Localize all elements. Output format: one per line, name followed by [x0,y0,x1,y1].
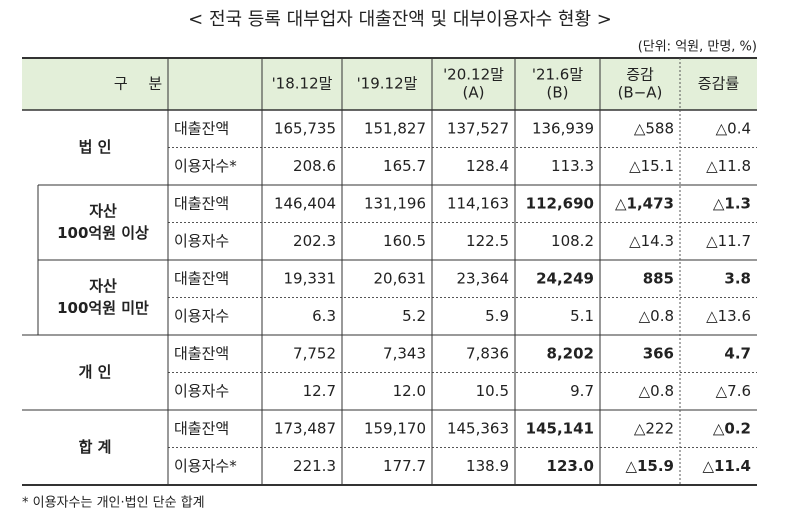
header-cell: 증감률 [698,75,740,93]
row-label: 대출잔액 [174,269,229,287]
cell: △15.1 [629,157,674,175]
header-cell: (A) [463,84,485,102]
row-label: 이용자수 [174,382,229,400]
cell: 160.5 [383,232,426,250]
cell: 5.2 [402,307,426,325]
header-cell: '18.12말 [272,75,333,93]
title: < 전국 등록 대부업자 대출잔액 및 대부이용자수 현황 > [188,9,612,30]
cell: 145,141 [526,419,594,437]
cell: 208.6 [293,157,336,175]
header-cell: 증감 [626,66,654,84]
cell: △11.8 [706,157,751,175]
group-label: 자산 [89,277,117,295]
group-label: 법 인 [79,138,112,156]
footnote: * 이용자수는 개인·법인 단순 합계 [22,496,205,511]
cell: 7,836 [466,344,509,362]
row-label: 대출잔액 [174,194,229,212]
header-bg [22,58,757,110]
header-cell: '21.6말 [532,66,584,84]
cell: 885 [643,269,674,287]
cell: 6.3 [312,307,336,325]
cell: △15.9 [625,457,674,475]
row-label: 이용자수 [174,232,229,250]
header-cell: '19.12말 [357,75,418,93]
group-label: 개 인 [79,363,112,381]
cell: 114,163 [447,194,509,212]
cell: △1.3 [713,194,751,212]
cell: 366 [643,344,674,362]
header-cell: 구 분 [114,75,170,93]
cell: 9.7 [570,382,594,400]
cell: 128.4 [466,157,509,175]
cell: 113.3 [551,157,594,175]
cell: 123.0 [547,457,594,475]
cell: 177.7 [383,457,426,475]
cell: 8,202 [547,344,594,362]
cell: △14.3 [629,232,674,250]
cell: 23,364 [457,269,510,287]
cell: 112,690 [526,194,594,212]
cell: 137,527 [447,119,509,137]
cell: △13.6 [706,307,751,325]
cell: 221.3 [293,457,336,475]
cell: 136,939 [532,119,594,137]
cell: 131,196 [364,194,426,212]
cell: 7,343 [383,344,426,362]
cell: △1,473 [615,194,674,212]
cell: 202.3 [293,232,336,250]
row-label: 대출잔액 [174,119,229,137]
group-label: 100억원 이상 [57,224,149,242]
cell: △11.7 [706,232,751,250]
cell: 5.1 [570,307,594,325]
row-label: 이용자수* [174,457,237,475]
cell: △0.4 [716,119,751,137]
cell: 122.5 [466,232,509,250]
unit-note: (단위: 억원, 만명, %) [638,40,757,55]
row-label: 이용자수 [174,307,229,325]
cell: 146,404 [274,194,336,212]
cell: 5.9 [485,307,509,325]
cell: 165.7 [383,157,426,175]
group-label: 합 계 [79,438,112,456]
cell: △0.8 [639,307,674,325]
cell: 165,735 [274,119,336,137]
cell: 138.9 [466,457,509,475]
cell: △11.4 [702,457,751,475]
cell: 151,827 [364,119,426,137]
cell: 159,170 [364,419,426,437]
cell: 7,752 [293,344,336,362]
cell: △588 [634,119,674,137]
cell: 145,363 [447,419,509,437]
group-label: 100억원 미만 [57,299,149,317]
cell: 19,331 [284,269,337,287]
cell: 3.8 [724,269,751,287]
cell: 12.0 [393,382,426,400]
cell: 24,249 [536,269,594,287]
header-cell: (B−A) [618,84,663,102]
header-cell: '20.12말 [443,66,504,84]
cell: 173,487 [274,419,336,437]
group-label: 자산 [89,202,117,220]
cell: 12.7 [303,382,336,400]
row-label: 이용자수* [174,157,237,175]
cell: △7.6 [716,382,751,400]
cell: 10.5 [476,382,509,400]
cell: 20,631 [374,269,427,287]
row-label: 대출잔액 [174,344,229,362]
cell: 4.7 [724,344,751,362]
header-cell: (B) [547,84,569,102]
row-label: 대출잔액 [174,419,229,437]
cell: △0.2 [713,419,751,437]
cell: △222 [634,419,674,437]
cell: △0.8 [639,382,674,400]
cell: 108.2 [551,232,594,250]
